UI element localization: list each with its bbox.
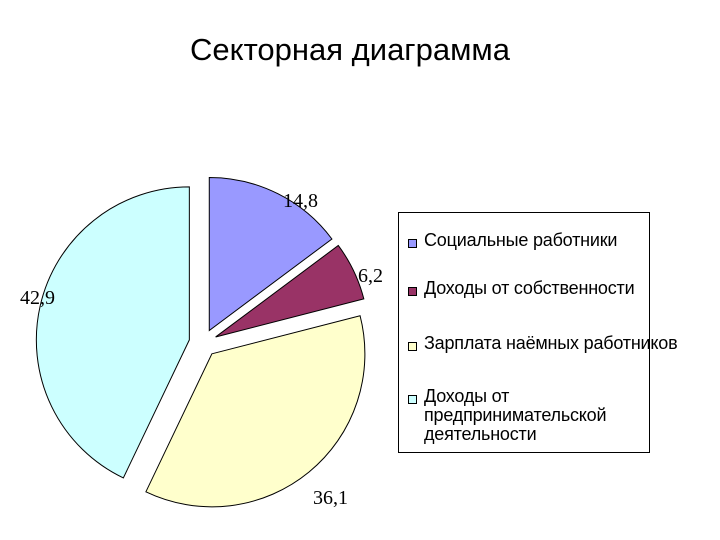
legend-swatch-business-income	[408, 395, 417, 404]
pie-slice-property-income	[215, 244, 365, 338]
chart-legend: Социальные работники Доходы от собственн…	[398, 212, 678, 453]
data-label-wages: 36,1	[313, 487, 348, 509]
legend-label-property-income: Доходы от собственности	[424, 278, 635, 298]
legend-swatch-social-workers	[408, 239, 417, 248]
legend-label-business-income: Доходы от предпринимательской деятельнос…	[424, 386, 607, 444]
pie-slice-business-income	[35, 186, 190, 479]
data-label-property-income: 6,2	[358, 265, 383, 287]
pie-slices	[35, 176, 366, 508]
pie-slice-social-workers	[208, 176, 333, 332]
pie-slice-wages	[145, 315, 366, 508]
data-label-social-workers: 14,8	[283, 190, 318, 212]
legend-swatch-wages	[408, 342, 417, 351]
legend-swatch-property-income	[408, 287, 417, 296]
legend-label-social-workers: Социальные работники	[424, 230, 618, 250]
pie-data-labels: 14,8 6,2 36,1 42,9	[20, 190, 383, 509]
legend-label-wages: Зарплата наёмных работников	[424, 333, 678, 353]
data-label-business-income: 42,9	[20, 287, 55, 309]
chart-title: Секторная диаграмма	[190, 32, 510, 67]
